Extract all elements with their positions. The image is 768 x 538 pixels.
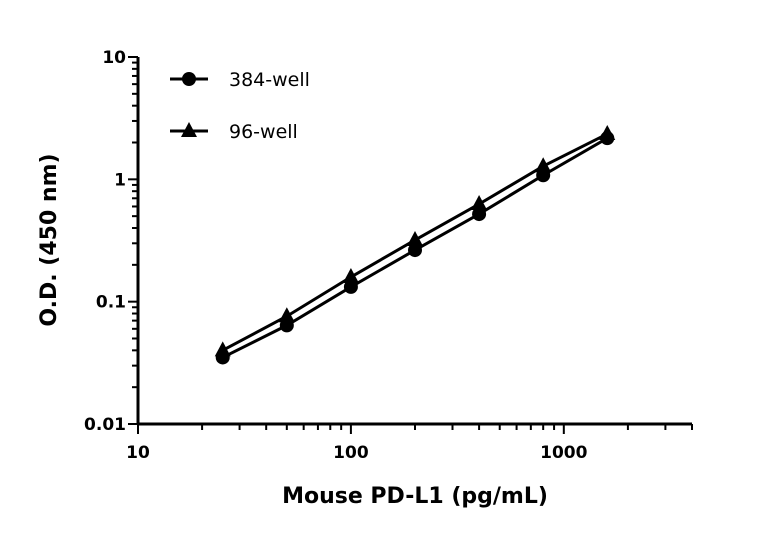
- data-point: [343, 279, 358, 294]
- data-point: [278, 307, 295, 323]
- x-tick-label: 1000: [540, 443, 587, 463]
- series-96-well: [214, 124, 616, 357]
- y-tick-label: 0.1: [96, 293, 126, 313]
- y-tick-label: 1: [114, 170, 126, 190]
- data-point: [471, 195, 488, 211]
- legend-marker: [182, 72, 196, 86]
- y-axis-label: O.D. (450 nm): [37, 153, 62, 326]
- data-point: [599, 124, 616, 140]
- legend-label: 96-well: [229, 121, 298, 143]
- data-point: [407, 231, 423, 247]
- series-layer: [214, 124, 616, 365]
- x-axis-label: Mouse PD-L1 (pg/mL): [282, 484, 548, 509]
- y-tick-label: 10: [102, 48, 126, 68]
- legend-label: 384-well: [229, 69, 310, 91]
- axes: 10 100 1000 0.01 0.1 1 10: [84, 48, 693, 463]
- data-point: [472, 207, 487, 222]
- x-tick-label: 10: [126, 443, 150, 463]
- data-point: [214, 341, 231, 357]
- data-point: [342, 268, 359, 284]
- data-point: [408, 243, 422, 258]
- data-point: [535, 157, 552, 173]
- legend-marker: [181, 122, 197, 137]
- y-tick-label: 0.01: [84, 415, 126, 435]
- legend: 384-well 96-well: [170, 69, 310, 143]
- series-384-well: [215, 131, 615, 365]
- x-tick-label: 100: [333, 443, 369, 463]
